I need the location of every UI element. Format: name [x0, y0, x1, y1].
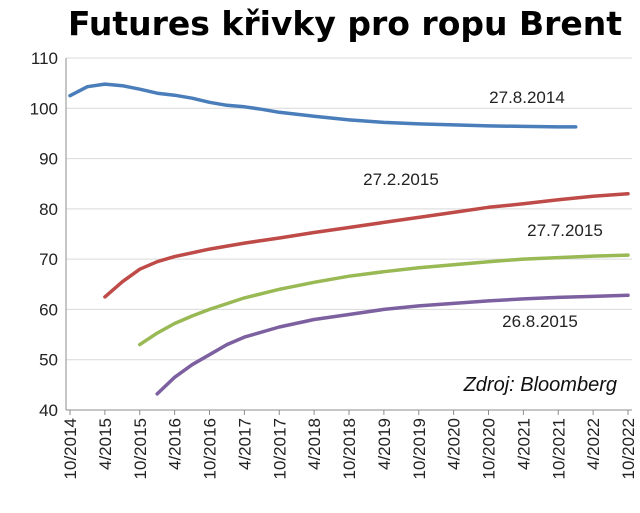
series-labels: 27.8.2014 27.2.2015 27.7.2015 26.8.2015 — [363, 88, 603, 331]
x-tick-label: 10/2019 — [410, 418, 429, 479]
x-tick-label: 10/2015 — [131, 418, 150, 479]
series-label-1: 27.8.2014 — [489, 88, 565, 107]
x-tick-label: 4/2022 — [584, 418, 603, 470]
series-label-3: 27.7.2015 — [527, 221, 603, 240]
y-tick-label: 60 — [39, 300, 58, 319]
y-tick-labels: 40 50 60 70 80 90 100 110 — [30, 49, 58, 420]
series-line-3 — [138, 253, 630, 347]
x-tick-label: 10/2016 — [201, 418, 220, 479]
x-tick-label: 10/2022 — [619, 418, 638, 479]
y-tick-label: 90 — [39, 150, 58, 169]
x-tick-label: 4/2016 — [166, 418, 185, 470]
y-tick-label: 40 — [39, 401, 58, 420]
series-lines — [68, 82, 630, 396]
x-tick-label: 10/2021 — [549, 418, 568, 479]
x-tick-label: 4/2020 — [445, 418, 464, 470]
x-tick-label: 10/2014 — [61, 418, 80, 479]
series-line-4 — [155, 293, 630, 396]
x-tick-label: 4/2018 — [305, 418, 324, 470]
y-tick-label: 50 — [39, 351, 58, 370]
x-tick-labels: 10/2014 4/2015 10/2015 4/2016 10/2016 4/2017 1… — [61, 418, 638, 479]
chart-title: Futures křivky pro ropu Brent — [68, 4, 622, 43]
x-tick-label: 4/2017 — [235, 418, 254, 470]
series-line-2 — [103, 192, 630, 299]
series-line-1 — [68, 82, 578, 129]
y-tick-label: 70 — [39, 250, 58, 269]
y-tick-label: 80 — [39, 200, 58, 219]
y-tick-label: 100 — [30, 99, 58, 118]
x-tick-label: 10/2018 — [340, 418, 359, 479]
x-tick-label: 10/2017 — [270, 418, 289, 479]
x-tick-label: 4/2019 — [375, 418, 394, 470]
x-tick-label: 4/2021 — [514, 418, 533, 470]
source-note: Zdroj: Bloomberg — [463, 374, 617, 396]
series-label-4: 26.8.2015 — [502, 312, 578, 331]
series-label-2: 27.2.2015 — [363, 170, 439, 189]
y-tick-label: 110 — [31, 49, 58, 68]
x-tick-label: 10/2020 — [480, 418, 499, 479]
axes — [65, 58, 632, 415]
x-tick-label: 4/2015 — [96, 418, 115, 470]
